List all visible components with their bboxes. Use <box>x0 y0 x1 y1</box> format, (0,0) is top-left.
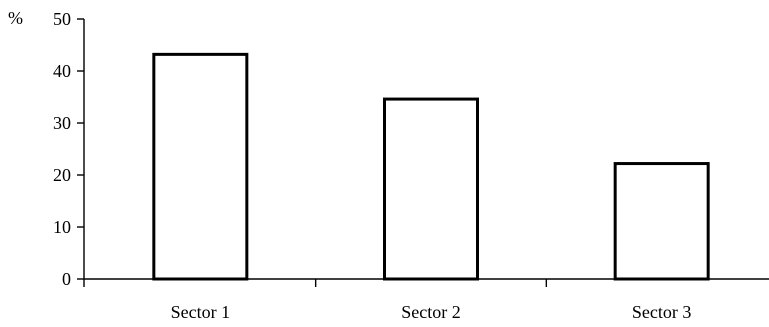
y-tick-label: 20 <box>53 165 71 185</box>
x-tick-label: Sector 1 <box>171 302 230 322</box>
x-tick-label: Sector 3 <box>632 302 691 322</box>
bar <box>613 162 710 281</box>
bar <box>152 52 249 281</box>
x-tick-label: Sector 2 <box>401 302 460 322</box>
y-axis-unit-label: % <box>8 8 23 28</box>
x-axis: Sector 1 Sector 2 Sector 3 <box>83 278 769 322</box>
bars <box>152 52 710 281</box>
bar <box>383 97 479 281</box>
y-tick-label: 40 <box>53 61 71 81</box>
y-tick-label: 0 <box>62 269 71 289</box>
y-tick-label: 50 <box>53 9 71 29</box>
y-tick-label: 10 <box>53 217 71 237</box>
y-tick-label: 30 <box>53 113 71 133</box>
y-axis: 0 10 20 30 40 50 <box>53 9 85 289</box>
